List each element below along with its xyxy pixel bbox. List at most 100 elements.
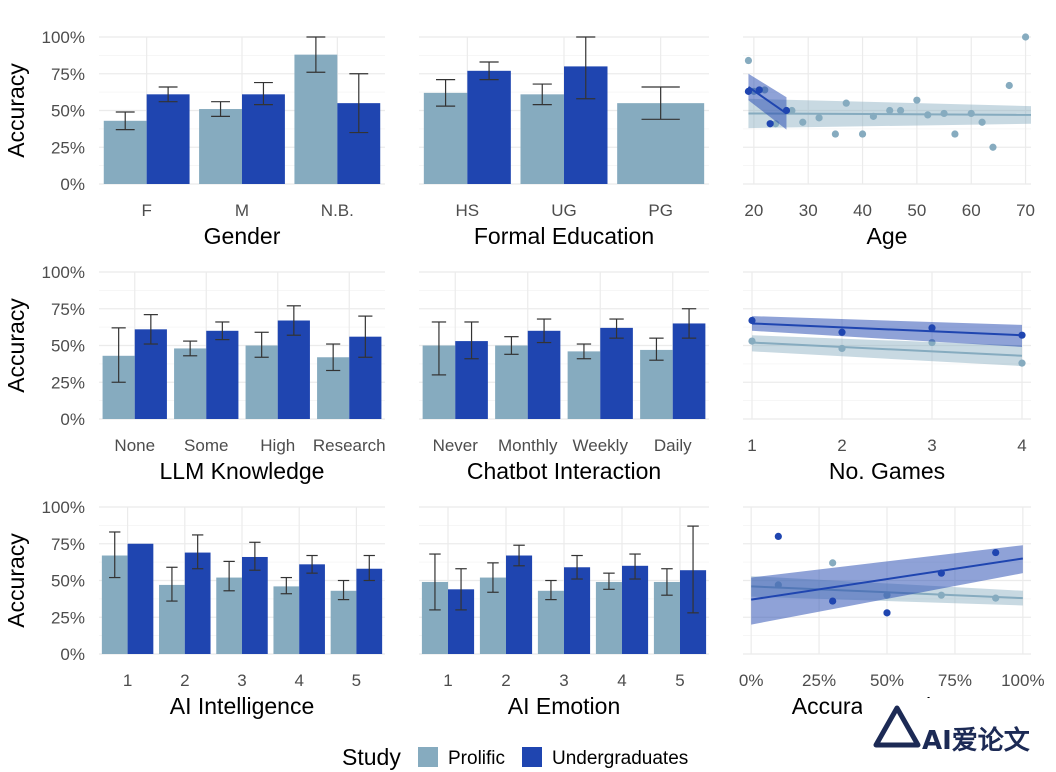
point-prolific — [924, 111, 932, 119]
x-tick-label: Never — [433, 436, 479, 455]
point-undergraduates — [829, 597, 837, 605]
x-tick-label: 1 — [123, 671, 132, 690]
point-prolific — [1018, 359, 1026, 367]
y-tick-label: 0% — [60, 410, 85, 429]
point-prolific — [967, 109, 975, 118]
y-tick-label: 75% — [51, 300, 85, 319]
point-undergraduates — [937, 569, 945, 577]
bar-undergraduates — [206, 330, 239, 419]
x-tick-label: 30 — [799, 201, 818, 220]
x-tick-label: 3 — [237, 671, 246, 690]
y-tick-label: 75% — [51, 535, 85, 554]
bar-prolific — [423, 92, 468, 184]
panel-accuracy-estimate: Accuracy Estimate0%25%50%75%100% — [739, 506, 1045, 719]
confidence-band-undergraduates — [751, 545, 1023, 625]
bar-prolific — [103, 120, 147, 184]
y-tick-label: 25% — [51, 138, 85, 157]
point-prolific — [842, 99, 850, 107]
bar-undergraduates — [564, 567, 591, 654]
bar-prolific — [537, 590, 564, 654]
x-tick-label: 100% — [1001, 671, 1044, 690]
fit-line-prolific — [748, 112, 1032, 116]
bar-undergraduates — [672, 323, 706, 419]
point-prolific — [788, 106, 796, 115]
y-tick-label: 75% — [51, 65, 85, 84]
x-tick-label: 5 — [352, 671, 361, 690]
point-prolific — [829, 559, 837, 567]
x-tick-label: 0% — [739, 671, 764, 690]
point-prolific — [896, 106, 905, 115]
bar-prolific — [495, 345, 528, 419]
bar-undergraduates — [277, 320, 310, 419]
x-axis-title: Formal Education — [474, 223, 654, 249]
fit-line-undergraduates — [751, 557, 1023, 601]
x-axis-title: LLM Knowledge — [160, 458, 325, 484]
x-tick-label: M — [235, 201, 249, 220]
bar-undergraduates — [184, 552, 211, 654]
y-tick-label: 50% — [51, 337, 85, 356]
x-tick-label: Some — [184, 436, 228, 455]
confidence-band-prolific — [752, 335, 1022, 367]
x-tick-label: F — [141, 201, 151, 220]
point-undergraduates — [744, 87, 753, 95]
x-tick-label: 3 — [927, 436, 936, 455]
bar-prolific — [567, 351, 601, 419]
point-undergraduates — [748, 316, 756, 325]
bar-prolific — [595, 581, 622, 654]
point-prolific — [831, 130, 839, 138]
fit-line-undergraduates — [747, 86, 788, 115]
bar-prolific — [330, 590, 357, 654]
point-prolific — [799, 118, 807, 126]
bar-undergraduates — [356, 568, 383, 654]
x-axis-title: AI Emotion — [508, 693, 621, 719]
point-undergraduates — [1018, 331, 1026, 339]
bar-undergraduates — [127, 543, 154, 654]
panel-ai-emotion: AI Emotion 1 2 3 4 5 — [419, 506, 709, 719]
point-prolific — [951, 130, 959, 138]
y-axis-title: Accuracy — [3, 533, 29, 628]
point-undergraduates — [766, 120, 774, 128]
bar-undergraduates — [622, 565, 649, 654]
x-tick-label: HS — [456, 201, 480, 220]
x-axis-title: Gender — [204, 223, 281, 249]
x-tick-label: UG — [551, 201, 577, 220]
x-tick-label: 4 — [294, 671, 303, 690]
x-tick-label: 50% — [870, 671, 904, 690]
x-tick-label: 2 — [837, 436, 846, 455]
legend-label-prolific: Prolific — [448, 748, 505, 769]
point-prolific — [748, 337, 756, 345]
watermark-logo-icon — [873, 705, 921, 748]
x-tick-label: 60 — [962, 201, 981, 220]
x-tick-label: 40 — [853, 201, 872, 220]
bar-undergraduates — [242, 556, 268, 654]
panel-no-games: No. Games 1 2 3 4 — [743, 271, 1031, 484]
point-prolific — [989, 143, 997, 151]
bar-undergraduates — [527, 330, 561, 419]
point-prolific — [869, 112, 878, 120]
x-tick-label: N.B. — [321, 201, 354, 220]
fit-line-undergraduates — [751, 322, 1023, 337]
point-prolific — [937, 591, 945, 599]
point-prolific — [1005, 81, 1013, 90]
point-undergraduates — [928, 324, 936, 332]
point-undergraduates — [838, 328, 846, 336]
fit-line-prolific — [751, 341, 1023, 357]
bar-prolific — [294, 54, 338, 184]
panel-ai-intelligence: 0% 25% 50% 75% 100% Accuracy AI Intelligence 1 2… — [3, 498, 385, 719]
bar-prolific — [174, 348, 207, 419]
bar-undergraduates — [467, 70, 511, 184]
panel-llm-knowledge: 0% 25% 50% 75% 100% Accuracy LLM Knowledge None… — [3, 263, 386, 484]
x-tick-label: 25% — [802, 671, 836, 690]
x-tick-label: High — [260, 436, 295, 455]
confidence-band-undergraduates — [752, 316, 1022, 347]
point-prolific — [838, 344, 846, 353]
x-axis-title: AI Intelligence — [170, 693, 314, 719]
legend-swatch-prolific — [418, 747, 438, 767]
y-axis-title: Accuracy — [3, 298, 29, 393]
y-tick-label: 50% — [51, 572, 85, 591]
x-tick-label: 2 — [180, 671, 189, 690]
legend: Study Prolific Undergraduates — [342, 744, 688, 770]
legend-title: Study — [342, 744, 401, 770]
x-tick-label: None — [114, 436, 155, 455]
